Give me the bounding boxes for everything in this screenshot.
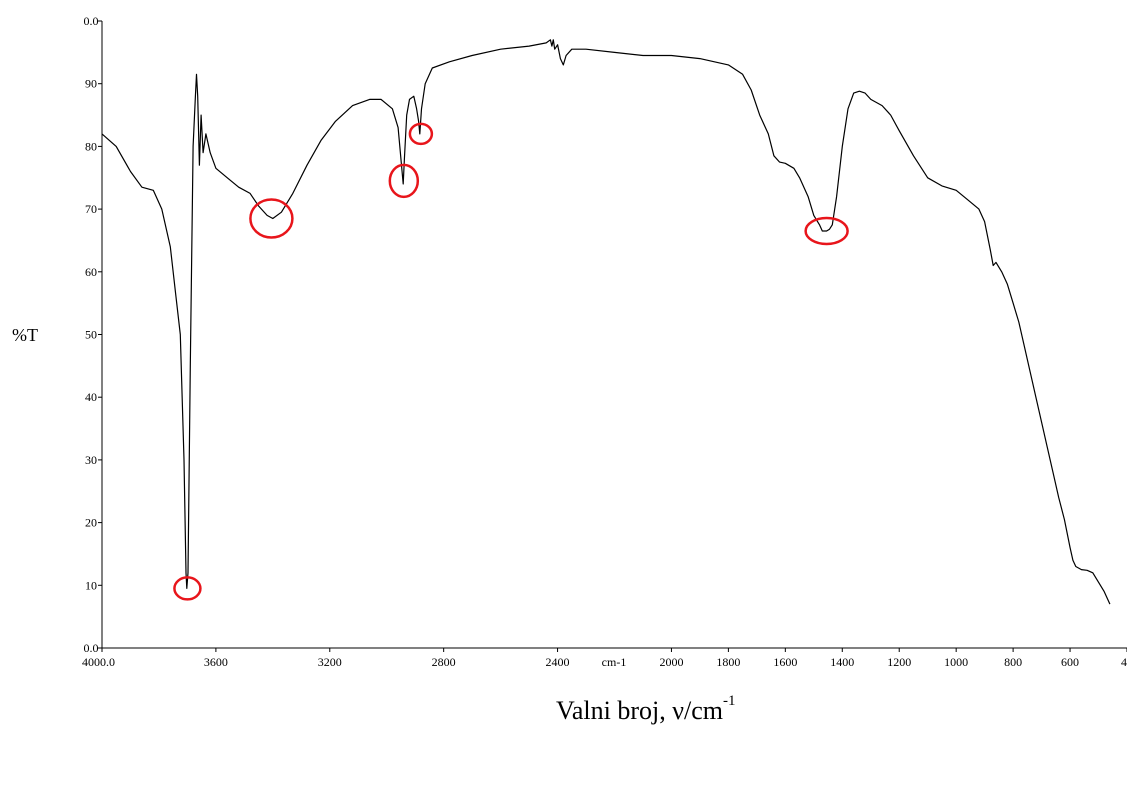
x-tick-label: 1200 — [887, 655, 911, 669]
x-tick-label: 1800 — [716, 655, 740, 669]
y-tick-label: 10 — [85, 578, 97, 592]
y-tick-label: 60 — [85, 265, 97, 279]
y-tick-label: 50 — [85, 328, 97, 342]
peak-marker-circle — [388, 163, 420, 199]
y-tick-label: 90 — [85, 77, 97, 91]
peak-marker-circle — [804, 216, 849, 246]
x-tick-label: 3200 — [318, 655, 342, 669]
y-tick-label: 0.0 — [84, 14, 99, 28]
x-axis-title-main: Valni broj, ν/cm — [556, 696, 724, 725]
x-tick-label: 1600 — [773, 655, 797, 669]
y-tick-label: 70 — [85, 202, 97, 216]
x-tick-label: 2000 — [659, 655, 683, 669]
y-axis-ticks: 0.0 10 20 30 40 50 60 70 80 90 0.0 — [84, 14, 102, 655]
peak-markers — [173, 122, 849, 601]
x-tick-label: 600 — [1061, 655, 1079, 669]
y-tick-label: 40 — [85, 390, 97, 404]
x-tick-label: 2400 — [546, 655, 570, 669]
peak-marker-circle — [249, 198, 294, 239]
x-tick-label: 4 — [1121, 655, 1127, 669]
y-tick-label: 80 — [85, 139, 97, 153]
x-tick-label: 1400 — [830, 655, 854, 669]
x-tick-label: 2800 — [432, 655, 456, 669]
y-tick-label: 30 — [85, 453, 97, 467]
x-tick-label: 3600 — [204, 655, 228, 669]
x-tick-label: 1000 — [944, 655, 968, 669]
x-axis-ticks: 4000.0 3600 3200 2800 2400 2000 1600 1800 1400 12… — [82, 648, 1127, 669]
peak-marker-circle — [173, 576, 202, 601]
x-axis-title-superscript: -1 — [723, 693, 736, 710]
peak-marker-circle — [408, 122, 434, 146]
y-tick-label: 0.0 — [84, 641, 99, 655]
x-tick-label: 4000.0 — [82, 655, 115, 669]
spectrum-line — [101, 39, 1111, 605]
x-axis-unit-label: cm-1 — [602, 655, 627, 669]
plot-frame — [101, 21, 1127, 649]
y-tick-label: 20 — [85, 516, 97, 530]
x-axis-title: Valni broj, ν/cm-1 — [556, 693, 736, 726]
spectrum-series — [101, 39, 1111, 605]
x-tick-label: 800 — [1004, 655, 1022, 669]
y-axis-label: %T — [12, 325, 38, 345]
